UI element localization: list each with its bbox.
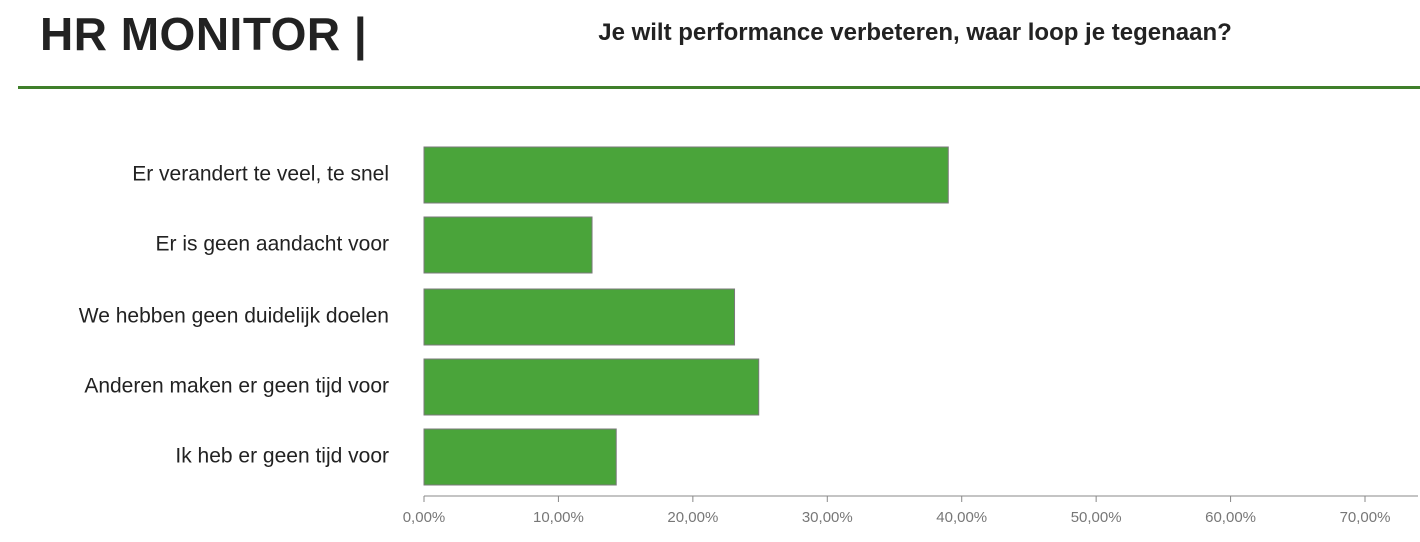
- x-tick-label: 0,00%: [403, 509, 446, 526]
- bar-5: [423, 428, 617, 486]
- bar-3: [423, 288, 736, 346]
- x-tick-label: 30,00%: [802, 509, 853, 526]
- header-divider: [18, 86, 1420, 89]
- bars-group: [423, 146, 949, 486]
- category-label: Ik heb er geen tijd voor: [175, 445, 389, 468]
- category-label: We hebben geen duidelijk doelen: [79, 305, 389, 328]
- x-axis: 0,00% 10,00% 20,00% 30,00% 40,00% 50,00% 60,00…: [403, 495, 1418, 526]
- bar-2: [423, 216, 593, 274]
- category-labels: Er verandert te veel, te snel Er is geen …: [79, 163, 389, 468]
- x-tick-label: 50,00%: [1071, 509, 1122, 526]
- x-tick-label: 70,00%: [1340, 509, 1391, 526]
- bar-1: [423, 146, 949, 204]
- brand-title: HR MONITOR |: [40, 8, 368, 60]
- category-label: Er is geen aandacht voor: [156, 233, 389, 256]
- x-tick-label: 40,00%: [936, 509, 987, 526]
- bar-4: [423, 358, 760, 416]
- chart-title: Je wilt performance verbeteren, waar loo…: [598, 19, 1232, 46]
- x-tick-label: 60,00%: [1205, 509, 1256, 526]
- category-label: Er verandert te veel, te snel: [132, 163, 389, 186]
- x-tick-label: 20,00%: [667, 509, 718, 526]
- x-tick-label: 10,00%: [533, 509, 584, 526]
- category-label: Anderen maken er geen tijd voor: [84, 375, 389, 398]
